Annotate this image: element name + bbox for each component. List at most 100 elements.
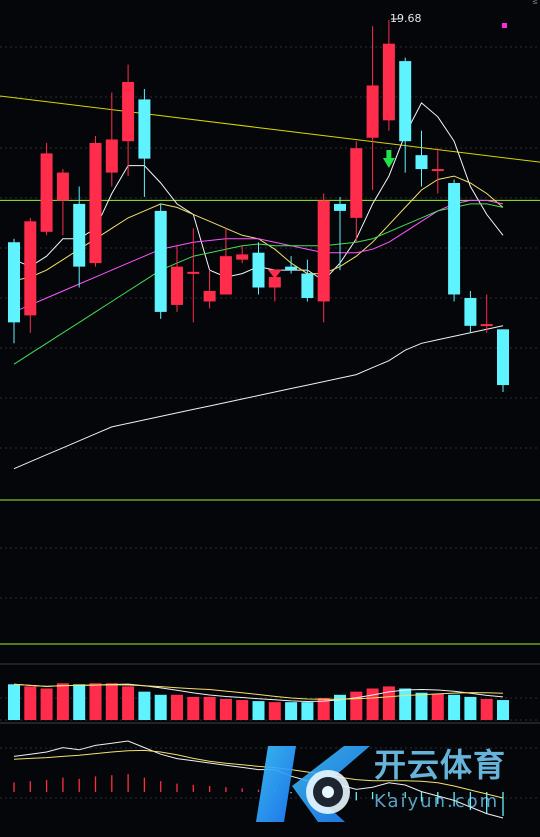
watermark-chinese-text: 开云体育 — [374, 746, 507, 784]
volume-bar[interactable] — [73, 684, 86, 720]
volume-bar[interactable] — [285, 702, 298, 720]
candle[interactable] — [301, 259, 314, 302]
candle-body[interactable] — [89, 142, 102, 264]
candle[interactable] — [203, 270, 216, 309]
candle[interactable] — [236, 245, 249, 264]
candle[interactable] — [382, 20, 395, 131]
volume-bar[interactable] — [268, 702, 281, 720]
candle[interactable] — [154, 203, 167, 319]
candle-body[interactable] — [122, 82, 135, 142]
volume-layer[interactable] — [8, 683, 509, 720]
volume-bar[interactable] — [171, 694, 183, 720]
candle-body[interactable] — [40, 153, 53, 232]
candle[interactable] — [366, 26, 379, 190]
candle[interactable] — [415, 130, 428, 187]
candle-body[interactable] — [268, 277, 281, 288]
volume-bar[interactable] — [40, 688, 53, 721]
volume-bar[interactable] — [8, 684, 20, 720]
candle-body[interactable] — [464, 297, 477, 326]
candle[interactable] — [40, 142, 53, 236]
candle[interactable] — [187, 228, 200, 323]
volume-bar[interactable] — [350, 691, 363, 720]
trendline — [0, 95, 540, 163]
candle-body[interactable] — [285, 266, 298, 271]
volume-bar[interactable] — [56, 683, 69, 720]
candle[interactable] — [334, 196, 346, 271]
candle-body[interactable] — [431, 169, 444, 172]
volume-bar[interactable] — [317, 697, 330, 720]
watermark-english-text: Kaiyun.com — [374, 791, 500, 812]
candle-body[interactable] — [415, 155, 428, 170]
candle-body[interactable] — [154, 210, 167, 312]
volume-bar[interactable] — [89, 683, 102, 720]
volume-bar[interactable] — [154, 694, 167, 720]
volume-bar[interactable] — [138, 691, 151, 720]
candle-body[interactable] — [252, 252, 265, 288]
candle-body[interactable] — [187, 271, 200, 274]
candle-body[interactable] — [497, 329, 509, 386]
candle[interactable] — [448, 179, 461, 302]
candle-body[interactable] — [317, 200, 330, 302]
volume-average-line — [13, 683, 504, 700]
candle-body[interactable] — [350, 148, 363, 218]
candle[interactable] — [431, 148, 444, 194]
volume-bar[interactable] — [415, 692, 428, 720]
candle[interactable] — [350, 141, 363, 243]
volume-bar[interactable] — [334, 694, 346, 720]
volume-bar[interactable] — [497, 700, 509, 720]
candle-body[interactable] — [171, 266, 183, 305]
candle[interactable] — [464, 291, 477, 333]
volume-bar[interactable] — [382, 686, 395, 720]
candle-body[interactable] — [382, 43, 395, 121]
volume-bar[interactable] — [448, 694, 461, 720]
candle-body[interactable] — [105, 139, 118, 173]
candle-body[interactable] — [56, 172, 69, 201]
candle-body[interactable] — [301, 273, 314, 298]
candle-body[interactable] — [8, 242, 20, 323]
candle-body[interactable] — [366, 85, 379, 138]
candle[interactable] — [56, 169, 69, 236]
volume-bar[interactable] — [301, 702, 314, 720]
candle[interactable] — [171, 245, 183, 312]
candle-body[interactable] — [480, 324, 493, 327]
candle[interactable] — [105, 92, 118, 187]
candle-body[interactable] — [73, 203, 86, 267]
candle-body[interactable] — [399, 61, 412, 142]
candle-body[interactable] — [219, 256, 232, 295]
candle[interactable] — [138, 88, 151, 197]
candle-body[interactable] — [138, 99, 151, 159]
watermark-logo-icon — [256, 746, 370, 822]
volume-bar[interactable] — [431, 693, 444, 720]
candle[interactable] — [73, 186, 86, 288]
candle-body[interactable] — [24, 221, 37, 316]
candle[interactable] — [480, 294, 493, 333]
candle-body[interactable] — [334, 203, 346, 211]
candle[interactable] — [252, 242, 265, 295]
candle[interactable] — [497, 329, 509, 393]
volume-bar[interactable] — [236, 700, 249, 720]
candle-body[interactable] — [236, 254, 249, 260]
volume-bar[interactable] — [366, 688, 379, 721]
candle[interactable] — [317, 193, 330, 323]
volume-bar[interactable] — [480, 699, 493, 720]
candle[interactable] — [219, 228, 232, 295]
candle[interactable] — [24, 217, 37, 333]
volume-bar[interactable] — [219, 699, 232, 720]
candle-body[interactable] — [203, 291, 216, 302]
candle-body[interactable] — [448, 183, 461, 295]
volume-bar[interactable] — [105, 683, 118, 720]
candle[interactable] — [285, 256, 298, 274]
volume-bar[interactable] — [464, 696, 477, 720]
candle[interactable] — [89, 135, 102, 267]
candle[interactable] — [8, 238, 20, 344]
volume-bar[interactable] — [203, 696, 216, 720]
candle[interactable] — [122, 64, 135, 177]
volume-bar[interactable] — [252, 701, 265, 720]
volume-bar[interactable] — [24, 686, 37, 720]
volume-bar[interactable] — [122, 686, 135, 720]
volume-bar[interactable] — [187, 696, 200, 720]
candlestick-layer[interactable] — [8, 18, 509, 393]
volume-bar[interactable] — [399, 688, 412, 721]
candle[interactable] — [399, 57, 412, 173]
